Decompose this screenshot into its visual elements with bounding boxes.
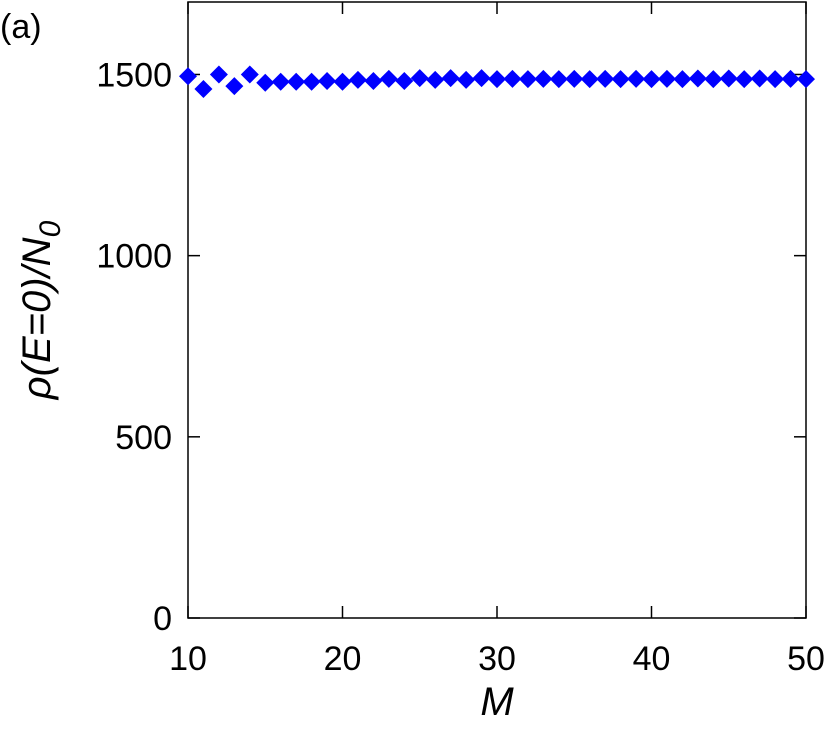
x-tick-label: 40	[633, 640, 671, 678]
x-tick-label: 10	[169, 640, 207, 678]
point	[688, 69, 707, 88]
point	[735, 70, 754, 89]
point	[333, 72, 352, 91]
x-tick-label: 20	[324, 640, 362, 678]
point	[611, 70, 630, 89]
point	[766, 70, 785, 89]
x-tick-label: 50	[787, 640, 825, 678]
y-tick-label: 0	[153, 600, 172, 638]
point	[457, 70, 476, 89]
point	[256, 73, 275, 92]
point	[441, 69, 460, 88]
point	[426, 70, 445, 89]
point	[580, 70, 599, 89]
x-axis-label: M	[480, 680, 514, 724]
point	[287, 72, 306, 91]
point	[225, 77, 244, 96]
y-tick-label: 500	[115, 419, 172, 457]
point	[364, 71, 383, 90]
point	[797, 70, 815, 89]
point	[750, 69, 769, 88]
point	[348, 70, 367, 89]
y-axis-label-sub: 0	[34, 220, 67, 237]
point	[240, 65, 259, 84]
point	[488, 70, 506, 89]
point	[549, 70, 568, 89]
point	[781, 69, 800, 88]
y-tick-label: 1500	[96, 56, 172, 94]
point	[719, 69, 738, 88]
point	[534, 69, 553, 88]
y-axis-label-main: ρ(E=0)/N	[15, 237, 59, 400]
point	[596, 69, 615, 88]
panel-label: (a)	[0, 8, 42, 46]
point	[271, 72, 290, 91]
point	[318, 71, 337, 90]
point	[565, 69, 584, 88]
y-axis-label: ρ(E=0)/N0	[15, 220, 67, 400]
point	[642, 70, 661, 89]
point	[194, 79, 213, 98]
point	[518, 70, 537, 89]
point	[395, 71, 414, 90]
point	[627, 69, 646, 88]
point	[704, 70, 723, 89]
point	[503, 69, 522, 88]
point	[209, 65, 228, 84]
point	[472, 69, 491, 88]
x-tick-label: 30	[478, 640, 516, 678]
y-tick-label: 1000	[96, 238, 172, 276]
point	[179, 67, 197, 86]
point	[379, 69, 398, 88]
point	[673, 70, 692, 89]
point	[302, 72, 321, 91]
point	[410, 69, 429, 88]
plot-frame	[187, 1, 807, 619]
point	[657, 69, 676, 88]
